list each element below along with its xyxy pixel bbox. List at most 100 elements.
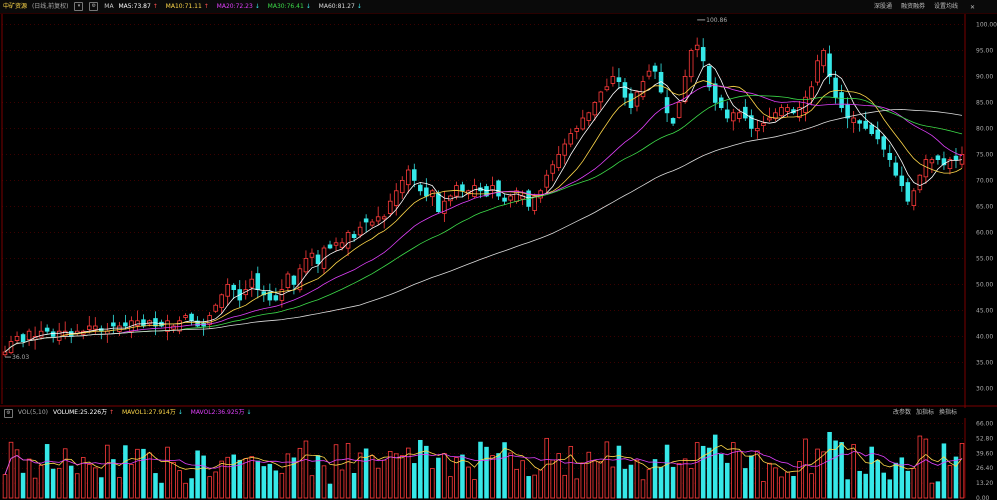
volume-bar-down [20, 472, 26, 499]
price-grid [0, 14, 997, 498]
candle-down [412, 169, 417, 181]
candle-down [460, 184, 465, 192]
volume-bar-down [953, 456, 959, 499]
volume-bar-up [387, 451, 393, 499]
volume-bar-down [881, 472, 887, 499]
volume-bar-up [345, 443, 351, 499]
volume-bar-up [2, 474, 8, 499]
candle-up [767, 117, 772, 121]
settings-icon[interactable]: ⚙ [89, 2, 99, 11]
volume-bar-up [755, 450, 760, 499]
switch-indicator-button[interactable]: 换指标 [939, 409, 958, 416]
volume-bar-down [743, 468, 748, 499]
volume-bar-down [231, 454, 236, 499]
volume-bar-down [153, 473, 158, 499]
volume-bar-down [839, 442, 844, 499]
close-icon[interactable]: ✕ [970, 4, 976, 11]
volume-bar-up [26, 458, 32, 499]
volume-bar-up [357, 452, 363, 499]
volume-bar-down [700, 445, 706, 499]
volume-bar-down [418, 439, 423, 499]
candle-up [797, 107, 802, 118]
candle-down [887, 152, 893, 161]
candle-down [195, 320, 200, 327]
volume-bar-up [574, 478, 580, 499]
stock-name[interactable]: 中矿资源 [3, 3, 28, 10]
volume-bar-up [911, 467, 917, 499]
candle-up [731, 112, 736, 122]
volume-bar-down [351, 472, 357, 499]
candle-up [369, 221, 375, 226]
candle-down [712, 83, 718, 103]
high-label: 100.86 [706, 17, 727, 24]
volume-bar-up [117, 477, 122, 499]
candle-up [821, 50, 826, 67]
volume-bar-up [676, 463, 682, 499]
volume-bar-up [8, 441, 14, 499]
price-tick-label: 75.00 [976, 151, 993, 158]
candle-down [863, 120, 868, 129]
candle-up [387, 200, 393, 214]
volume-bar-down [658, 467, 664, 499]
volume-bar-down [670, 466, 676, 499]
price-tick-label: 90.00 [976, 73, 993, 80]
candle-down [845, 104, 850, 119]
shengutong-button[interactable]: 深股通 [874, 3, 893, 10]
candle-up [562, 143, 568, 156]
margin-trading-button[interactable]: 融资融券 [901, 3, 926, 10]
period-label: (日线,前复权) [31, 3, 69, 10]
volume-bar-up [640, 479, 646, 499]
candle-up [297, 268, 303, 291]
mavol1-value: MAVOL1:27.914万 [121, 409, 176, 416]
volume-bar-up [797, 461, 802, 499]
volume-bar-up [62, 448, 68, 499]
candle-down [351, 234, 357, 238]
volume-bar-down [899, 457, 905, 499]
volume-bar-up [785, 471, 790, 499]
candle-down [273, 295, 279, 301]
volume-settings-icon[interactable]: ⚙ [4, 409, 13, 418]
change-params-button[interactable]: 改参数 [893, 409, 912, 416]
volume-tick-label: 26.40 [976, 465, 993, 472]
ma-settings-button[interactable]: 设置均线 [934, 3, 959, 10]
volume-bar-down [749, 455, 754, 499]
ma30-down-arrow-icon: ↓ [305, 3, 311, 10]
volume-bar-up [381, 459, 387, 499]
volume-bar-up [375, 467, 381, 499]
candle-up [586, 112, 592, 121]
volume-bar-down [502, 442, 507, 499]
volume-bar-up [532, 474, 537, 499]
candle-down [363, 218, 369, 223]
candle-down [706, 65, 712, 88]
candle-down [905, 182, 911, 202]
volume-bar-up [809, 473, 814, 499]
candle-down [261, 291, 267, 296]
add-indicator-button[interactable]: 加指标 [916, 409, 935, 416]
candle-up [574, 127, 580, 132]
candle-up [604, 86, 610, 91]
candle-up [646, 70, 652, 77]
candle-down [141, 319, 146, 327]
volume-bar-up [917, 435, 923, 499]
candle-down [418, 184, 423, 192]
volume-bar-down [863, 473, 868, 499]
candle-down [857, 120, 862, 124]
volume-bar-up [225, 456, 230, 499]
candle-up [38, 330, 44, 338]
candle-up [249, 278, 255, 288]
ma10-value: MA10:71.11 [165, 3, 202, 10]
candle-down [123, 322, 128, 327]
volume-bar-up [177, 470, 182, 499]
volume-bar-down [44, 444, 50, 499]
volume-bar-up [851, 444, 856, 499]
dropdown-icon[interactable]: ▾ [74, 2, 84, 11]
volume-bar-up [207, 476, 212, 499]
candle-up [610, 76, 616, 84]
price-tick-label: 80.00 [976, 125, 993, 132]
candle-up [773, 112, 778, 120]
volume-bar-up [803, 438, 808, 499]
candle-down [941, 158, 947, 166]
volume-bar-up [694, 442, 700, 499]
candle-down [496, 180, 501, 197]
